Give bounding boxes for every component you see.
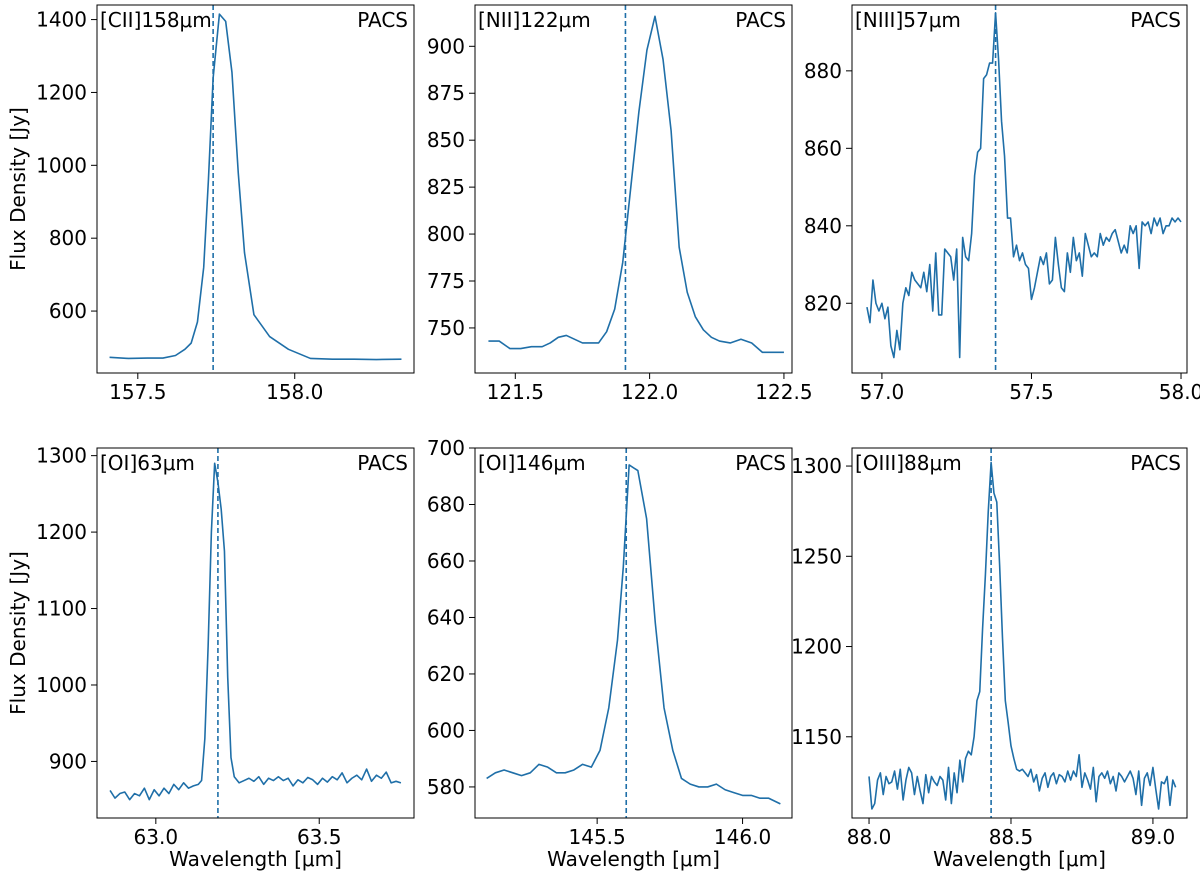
x-tick-label: 88.5 xyxy=(989,825,1034,849)
panel-line-name: [OIII]88μm xyxy=(855,451,962,475)
x-tick-label: 63.0 xyxy=(134,825,179,849)
x-tick-label: 121.5 xyxy=(487,380,544,404)
panel-instrument-label: PACS xyxy=(735,451,786,475)
spectrum-line xyxy=(109,13,402,361)
panel-instrument-label: PACS xyxy=(357,451,408,475)
x-tick-label: 63.5 xyxy=(297,825,342,849)
y-tick-label: 660 xyxy=(427,549,465,573)
spectrum-line xyxy=(488,15,784,354)
x-tick-label: 122.5 xyxy=(755,380,812,404)
panel-2: 121.5 122.0 122.5 750 775 800 825 850 875 900 [NII… xyxy=(427,4,813,404)
y-tick-label: 900 xyxy=(427,34,465,58)
axes-frame xyxy=(96,447,415,819)
x-tick-label: 57.0 xyxy=(860,380,905,404)
y-tick-label: 840 xyxy=(804,214,842,238)
panel-line-name: [NIII]57μm xyxy=(855,8,961,32)
y-tick-label: 600 xyxy=(427,718,465,742)
x-axis-label: Wavelength [μm] xyxy=(933,847,1106,871)
x-tick-label: 89.0 xyxy=(1131,825,1176,849)
y-tick-label: 1300 xyxy=(791,454,842,478)
y-tick-label: 1200 xyxy=(36,520,87,544)
x-tick-label: 158.0 xyxy=(266,380,323,404)
panel-instrument-label: PACS xyxy=(735,8,786,32)
panel-instrument-label: PACS xyxy=(1130,8,1181,32)
y-tick-label: 800 xyxy=(49,226,87,250)
panel-line-name: [CII]158μm xyxy=(100,8,212,32)
spectrum-line xyxy=(486,464,781,805)
y-axis-label: Flux Density [Jy] xyxy=(6,107,30,271)
y-tick-label: 620 xyxy=(427,662,465,686)
x-tick-label: 145.5 xyxy=(569,825,626,849)
y-tick-label: 700 xyxy=(427,436,465,460)
y-tick-label: 875 xyxy=(427,81,465,105)
panel-5: 145.5 146.0 580 600 620 640 660 680 700 [OI]146μm… xyxy=(427,436,793,871)
y-tick-label: 680 xyxy=(427,492,465,516)
y-tick-label: 820 xyxy=(804,291,842,315)
spectrum-line xyxy=(868,461,1177,810)
y-tick-label: 1100 xyxy=(36,597,87,621)
y-tick-label: 640 xyxy=(427,605,465,629)
panel-line-name: [OI]63μm xyxy=(100,451,195,475)
panel-6: 88.0 88.5 89.0 1150 1200 1250 1300 [OIII]88μm PA… xyxy=(791,447,1188,871)
x-tick-label: 157.5 xyxy=(109,380,166,404)
y-tick-label: 900 xyxy=(49,749,87,773)
y-tick-label: 825 xyxy=(427,175,465,199)
x-axis-label: Wavelength [μm] xyxy=(547,847,720,871)
panel-instrument-label: PACS xyxy=(357,8,408,32)
x-tick-label: 58.0 xyxy=(1159,380,1200,404)
y-tick-label: 1000 xyxy=(36,673,87,697)
y-tick-label: 1300 xyxy=(36,444,87,468)
panel-1: 157.5 158.0 600 800 1000 1200 1400 [CII]158μm PA… xyxy=(6,4,415,404)
x-tick-label: 146.0 xyxy=(714,825,771,849)
axes-frame xyxy=(474,447,793,819)
y-tick-label: 880 xyxy=(804,59,842,83)
y-tick-label: 1150 xyxy=(791,725,842,749)
y-tick-label: 1250 xyxy=(791,544,842,568)
y-tick-label: 1200 xyxy=(791,635,842,659)
y-tick-label: 850 xyxy=(427,128,465,152)
y-tick-label: 1400 xyxy=(36,8,87,32)
y-tick-label: 860 xyxy=(804,136,842,160)
y-tick-label: 775 xyxy=(427,269,465,293)
x-tick-label: 122.0 xyxy=(621,380,678,404)
y-tick-label: 1000 xyxy=(36,153,87,177)
panel-line-name: [OI]146μm xyxy=(478,451,586,475)
x-tick-label: 57.5 xyxy=(1009,380,1054,404)
y-tick-label: 750 xyxy=(427,316,465,340)
spectrum-line xyxy=(866,11,1182,359)
y-tick-label: 800 xyxy=(427,222,465,246)
y-tick-label: 1200 xyxy=(36,80,87,104)
panel-4: 63.0 63.5 900 1000 1100 1200 1300 [OI]63μm PACS W… xyxy=(6,444,415,871)
axes-frame xyxy=(851,4,1188,374)
x-axis-label: Wavelength [μm] xyxy=(169,847,342,871)
panel-3: 57.0 57.5 58.0 820 840 860 880 [NIII]57μm PACS xyxy=(804,4,1200,404)
y-axis-label: Flux Density [Jy] xyxy=(6,551,30,715)
panel-line-name: [NII]122μm xyxy=(478,8,591,32)
spectrum-line xyxy=(109,462,402,801)
axes-frame xyxy=(474,4,793,374)
axes-frame xyxy=(96,4,415,374)
panel-instrument-label: PACS xyxy=(1130,451,1181,475)
axes-frame xyxy=(851,447,1188,819)
y-tick-label: 600 xyxy=(49,299,87,323)
x-tick-label: 88.0 xyxy=(847,825,892,849)
y-tick-label: 580 xyxy=(427,775,465,799)
